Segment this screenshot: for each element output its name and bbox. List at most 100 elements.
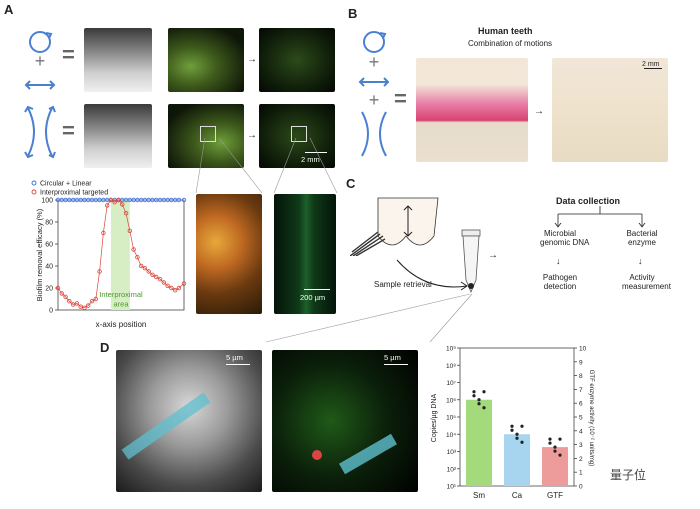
bar-dot (472, 390, 476, 394)
bar-dot (553, 445, 557, 449)
y-tick-label: 0 (49, 308, 53, 315)
panel-b-scale-bar: 2 mm (642, 61, 660, 68)
zoom-scale-bar-label: 200 µm (300, 293, 326, 302)
panel-d-lines (265, 293, 473, 343)
watermark: 量子位 (610, 468, 647, 482)
y2-tick-label-d: 6 (579, 401, 583, 408)
combined-motion-icon: + + (356, 28, 392, 158)
bar-dot (553, 449, 557, 453)
interproximal-area-label-1: Interproximal (99, 290, 143, 299)
bar-dot (482, 406, 486, 410)
data-point (97, 269, 102, 274)
data-point (169, 285, 174, 291)
biofilm-before-circular (168, 28, 244, 92)
data-point (89, 298, 95, 304)
pathogen-line2: detection (543, 282, 577, 291)
equals-sign: = (62, 42, 75, 67)
bar-dot (472, 394, 476, 398)
microbial-line1: Microbial (543, 229, 576, 238)
microbial-line2: genomic DNA (540, 238, 590, 247)
zoom-image-cleaned: 200 µm (274, 194, 336, 314)
y2-tick-label-d: 5 (579, 415, 583, 422)
sem1-scale-bar: 5 µm (226, 353, 243, 362)
svg-text:+: + (369, 52, 380, 72)
down-arrow-1: ↓ (556, 256, 561, 266)
legend-label: Interproximal targeted (40, 190, 108, 197)
data-point (172, 287, 178, 293)
y2-tick-label-d: 4 (579, 428, 583, 435)
bar-dot (477, 402, 481, 406)
pathogen-detection-label: Pathogen detection (540, 273, 580, 291)
data-point (127, 228, 133, 233)
sem-image-1: 5 µm (116, 350, 262, 492)
y-tick-label-d: 10⁶ (446, 397, 456, 404)
bar (466, 399, 492, 486)
bacterial-line2: enzyme (627, 238, 656, 247)
data-point (131, 247, 136, 252)
interproximal-motion-icon (22, 104, 58, 160)
activity-line2: measurement (622, 282, 671, 291)
copies-gtf-bar-chart: 10⁹10⁸10⁷10⁶10⁵10⁴10³10²10¹109876543210 … (431, 346, 594, 501)
panel-b-letter: B (348, 6, 358, 21)
y-tick-label-d: 10⁹ (446, 346, 456, 353)
tooth-model-interproximal (84, 104, 152, 168)
pathogen-line1: Pathogen (542, 273, 578, 282)
series-line-1 (57, 199, 185, 309)
data-point (181, 281, 187, 286)
sample-tube-icon (460, 228, 482, 298)
sem-image-2: 5 µm (272, 350, 418, 492)
data-collection-tree (554, 206, 646, 228)
y-tick-label: 20 (45, 286, 53, 293)
arrow-icon: → (247, 54, 257, 65)
bar-dot (548, 437, 552, 441)
data-point (138, 263, 144, 269)
data-point (154, 274, 159, 280)
category-label: GTF (547, 491, 563, 500)
bar-dot (515, 432, 519, 436)
y-tick-label-d: 10⁷ (446, 380, 456, 387)
data-point (86, 303, 91, 308)
y2-tick-label-d: 2 (579, 456, 583, 463)
bacterial-enzyme-label: Bacterial enzyme (622, 229, 662, 247)
tooth-model-circular (84, 28, 152, 92)
bar-dot (520, 440, 524, 444)
data-point (150, 272, 155, 277)
data-point (70, 302, 76, 307)
data-point (78, 304, 83, 309)
panel-b-title: Human teeth (478, 26, 533, 36)
bar-dot (558, 453, 562, 457)
panel-a-letter: A (4, 2, 14, 17)
y-tick-label-d: 10⁵ (446, 415, 456, 422)
data-point (63, 294, 68, 299)
retrieval-arrow (396, 259, 468, 291)
y-axis-label-d: Copies/µg DNA (431, 393, 438, 442)
category-label: Sm (473, 491, 485, 500)
equals-sign-2: = (62, 118, 75, 143)
data-point (181, 197, 187, 203)
data-point (74, 301, 80, 306)
microbial-dna-label: Microbial genomic DNA (540, 229, 590, 247)
zoom-lines (195, 137, 338, 194)
bar-dot (558, 437, 562, 441)
biofilm-after-circular (259, 28, 335, 92)
circular-plus-linear-motion-icon: + (22, 30, 58, 94)
bar-dot (477, 398, 481, 402)
down-arrow-2: ↓ (638, 256, 643, 266)
data-point (123, 211, 129, 216)
bar-dot (515, 436, 519, 440)
y2-axis-label-d: GTF enzyme activity (10⁻² units/mg) (588, 370, 594, 467)
y-tick-label: 60 (45, 242, 53, 249)
teeth-before-photo (416, 58, 528, 162)
bacterial-line1: Bacterial (626, 229, 658, 238)
y-tick-label: 80 (45, 220, 53, 227)
bar-dot (520, 424, 524, 428)
equals-sign-3: = (394, 86, 407, 111)
x-axis-label: x-axis position (96, 320, 147, 329)
interproximal-area-label-2: area (113, 300, 129, 309)
category-label: Ca (512, 491, 523, 500)
bar-dot (482, 390, 486, 394)
data-collection-heading: Data collection (556, 196, 621, 206)
y2-tick-label-d: 0 (579, 484, 583, 491)
data-point (135, 254, 140, 260)
data-point (157, 276, 163, 282)
